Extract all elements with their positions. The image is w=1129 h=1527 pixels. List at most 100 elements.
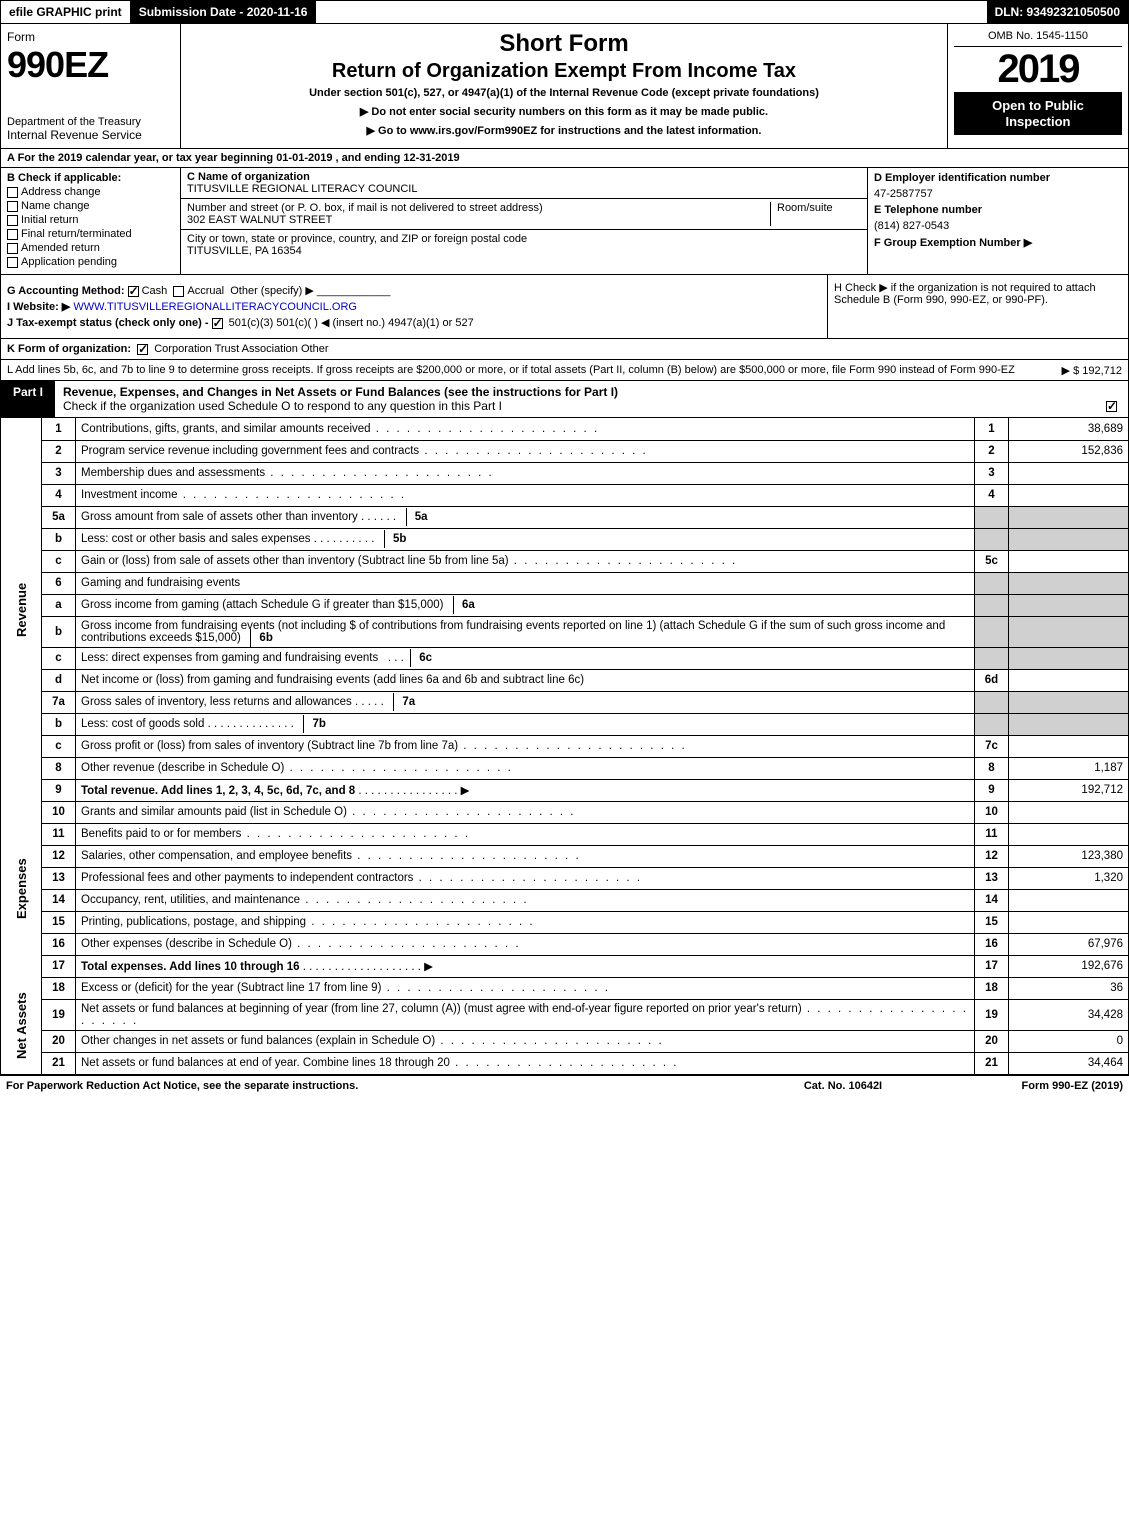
row-a-tax-year: A For the 2019 calendar year, or tax yea… bbox=[0, 149, 1129, 168]
box-c: C Name of organization TITUSVILLE REGION… bbox=[181, 168, 868, 274]
chk-pending[interactable]: Application pending bbox=[7, 256, 174, 268]
line-9: 9Total revenue. Add lines 1, 2, 3, 4, 5c… bbox=[1, 779, 1129, 801]
chk-name-change[interactable]: Name change bbox=[7, 200, 174, 212]
line-7a: 7aGross sales of inventory, less returns… bbox=[1, 691, 1129, 713]
box-g-h-i-j: G Accounting Method: Cash Accrual Other … bbox=[0, 275, 1129, 339]
form-number: 990EZ bbox=[7, 44, 174, 86]
header-right: OMB No. 1545-1150 2019 Open to Public In… bbox=[948, 24, 1128, 148]
header-left: Form 990EZ Department of the Treasury In… bbox=[1, 24, 181, 148]
form-word: Form bbox=[7, 30, 174, 44]
line-5b: bLess: cost or other basis and sales exp… bbox=[1, 528, 1129, 550]
row-k: K Form of organization: Corporation Trus… bbox=[0, 339, 1129, 360]
line-2: 2Program service revenue including gover… bbox=[1, 440, 1129, 462]
line-20: 20Other changes in net assets or fund ba… bbox=[1, 1030, 1129, 1052]
part1-title: Revenue, Expenses, and Changes in Net As… bbox=[55, 381, 1128, 417]
line-10: Expenses 10Grants and similar amounts pa… bbox=[1, 801, 1129, 823]
website-link[interactable]: WWW.TITUSVILLEREGIONALLITERACYCOUNCIL.OR… bbox=[73, 301, 357, 313]
group-exemption: F Group Exemption Number ▶ bbox=[874, 236, 1122, 249]
irs-label: Internal Revenue Service bbox=[7, 128, 174, 142]
side-revenue: Revenue bbox=[1, 418, 42, 801]
line-11: 11Benefits paid to or for members11 bbox=[1, 823, 1129, 845]
side-expenses: Expenses bbox=[1, 801, 42, 977]
city-value: TITUSVILLE, PA 16354 bbox=[187, 245, 861, 257]
city-label: City or town, state or province, country… bbox=[187, 233, 861, 245]
footer-center: Cat. No. 10642I bbox=[743, 1080, 943, 1092]
line-6c: cLess: direct expenses from gaming and f… bbox=[1, 647, 1129, 669]
h-text: H Check ▶ if the organization is not req… bbox=[834, 282, 1096, 306]
chk-501c3[interactable] bbox=[212, 318, 223, 329]
room-label: Room/suite bbox=[771, 202, 861, 226]
box-b-label: B Check if applicable: bbox=[7, 172, 174, 184]
line-1: Revenue 1Contributions, gifts, grants, a… bbox=[1, 418, 1129, 440]
org-name: TITUSVILLE REGIONAL LITERACY COUNCIL bbox=[187, 183, 861, 195]
dln-label: DLN: 93492321050500 bbox=[987, 1, 1128, 23]
accounting-method: G Accounting Method: Cash Accrual Other … bbox=[7, 284, 821, 297]
tax-exempt-row: J Tax-exempt status (check only one) - 5… bbox=[7, 316, 821, 329]
line-8: 8Other revenue (describe in Schedule O)8… bbox=[1, 757, 1129, 779]
page-footer: For Paperwork Reduction Act Notice, see … bbox=[0, 1075, 1129, 1096]
chk-cash[interactable] bbox=[128, 286, 139, 297]
line-14: 14Occupancy, rent, utilities, and mainte… bbox=[1, 889, 1129, 911]
chk-final-return[interactable]: Final return/terminated bbox=[7, 228, 174, 240]
chk-address-change[interactable]: Address change bbox=[7, 186, 174, 198]
box-c-name: C Name of organization TITUSVILLE REGION… bbox=[181, 168, 867, 199]
part1-header: Part I Revenue, Expenses, and Changes in… bbox=[0, 381, 1129, 418]
box-d-e-f: D Employer identification number 47-2587… bbox=[868, 168, 1128, 274]
line-6: 6Gaming and fundraising events bbox=[1, 572, 1129, 594]
public-inspection: Open to Public Inspection bbox=[954, 92, 1122, 135]
omb-number: OMB No. 1545-1150 bbox=[954, 30, 1122, 47]
top-bar: efile GRAPHIC print Submission Date - 20… bbox=[0, 0, 1129, 24]
tel-label: E Telephone number bbox=[874, 204, 1122, 216]
ein-value: 47-2587757 bbox=[874, 188, 1122, 200]
line-16: 16Other expenses (describe in Schedule O… bbox=[1, 933, 1129, 955]
org-info-box: B Check if applicable: Address change Na… bbox=[0, 168, 1129, 275]
line-5c: cGain or (loss) from sale of assets othe… bbox=[1, 550, 1129, 572]
side-net-assets: Net Assets bbox=[1, 977, 42, 1074]
name-label: C Name of organization bbox=[187, 171, 861, 183]
tel-value: (814) 827-0543 bbox=[874, 220, 1122, 232]
line-6a: aGross income from gaming (attach Schedu… bbox=[1, 594, 1129, 616]
line-4: 4Investment income4 bbox=[1, 484, 1129, 506]
line-3: 3Membership dues and assessments3 bbox=[1, 462, 1129, 484]
efile-label[interactable]: efile GRAPHIC print bbox=[1, 1, 131, 23]
box-c-street: Number and street (or P. O. box, if mail… bbox=[181, 199, 867, 230]
line-7b: bLess: cost of goods sold . . . . . . . … bbox=[1, 713, 1129, 735]
header-center: Short Form Return of Organization Exempt… bbox=[181, 24, 948, 148]
lines-table: Revenue 1Contributions, gifts, grants, a… bbox=[0, 418, 1129, 1075]
line-21: 21Net assets or fund balances at end of … bbox=[1, 1052, 1129, 1074]
submission-date: Submission Date - 2020-11-16 bbox=[131, 1, 317, 23]
line-13: 13Professional fees and other payments t… bbox=[1, 867, 1129, 889]
line-7c: cGross profit or (loss) from sales of in… bbox=[1, 735, 1129, 757]
street-label: Number and street (or P. O. box, if mail… bbox=[187, 202, 764, 214]
box-c-city: City or town, state or province, country… bbox=[181, 230, 867, 260]
gross-receipts: ▶ $ 192,712 bbox=[1062, 364, 1122, 377]
row-l: L Add lines 5b, 6c, and 7b to line 9 to … bbox=[0, 360, 1129, 381]
box-h: H Check ▶ if the organization is not req… bbox=[828, 275, 1128, 338]
line-5a: 5aGross amount from sale of assets other… bbox=[1, 506, 1129, 528]
line-6b: bGross income from fundraising events (n… bbox=[1, 616, 1129, 647]
ein-label: D Employer identification number bbox=[874, 172, 1122, 184]
tax-year: 2019 bbox=[954, 47, 1122, 92]
line-18: Net Assets 18Excess or (deficit) for the… bbox=[1, 977, 1129, 999]
chk-amended[interactable]: Amended return bbox=[7, 242, 174, 254]
line-15: 15Printing, publications, postage, and s… bbox=[1, 911, 1129, 933]
part1-tab: Part I bbox=[1, 381, 55, 417]
chk-corporation[interactable] bbox=[137, 344, 148, 355]
topbar-spacer bbox=[316, 1, 986, 23]
street-value: 302 EAST WALNUT STREET bbox=[187, 214, 764, 226]
chk-schedule-o[interactable] bbox=[1106, 401, 1117, 412]
title-return: Return of Organization Exempt From Incom… bbox=[191, 60, 937, 83]
title-short-form: Short Form bbox=[191, 30, 937, 58]
line-12: 12Salaries, other compensation, and empl… bbox=[1, 845, 1129, 867]
subtitle: Under section 501(c), 527, or 4947(a)(1)… bbox=[191, 87, 937, 99]
chk-accrual[interactable] bbox=[173, 286, 184, 297]
form-header: Form 990EZ Department of the Treasury In… bbox=[0, 24, 1129, 149]
department-label: Department of the Treasury bbox=[7, 116, 174, 128]
website-row: I Website: ▶ WWW.TITUSVILLEREGIONALLITER… bbox=[7, 300, 821, 313]
goto-link[interactable]: ▶ Go to www.irs.gov/Form990EZ for instru… bbox=[191, 124, 937, 137]
chk-initial-return[interactable]: Initial return bbox=[7, 214, 174, 226]
gh-left: G Accounting Method: Cash Accrual Other … bbox=[1, 275, 828, 338]
line-19: 19Net assets or fund balances at beginni… bbox=[1, 999, 1129, 1030]
box-b: B Check if applicable: Address change Na… bbox=[1, 168, 181, 274]
footer-right: Form 990-EZ (2019) bbox=[943, 1080, 1123, 1092]
